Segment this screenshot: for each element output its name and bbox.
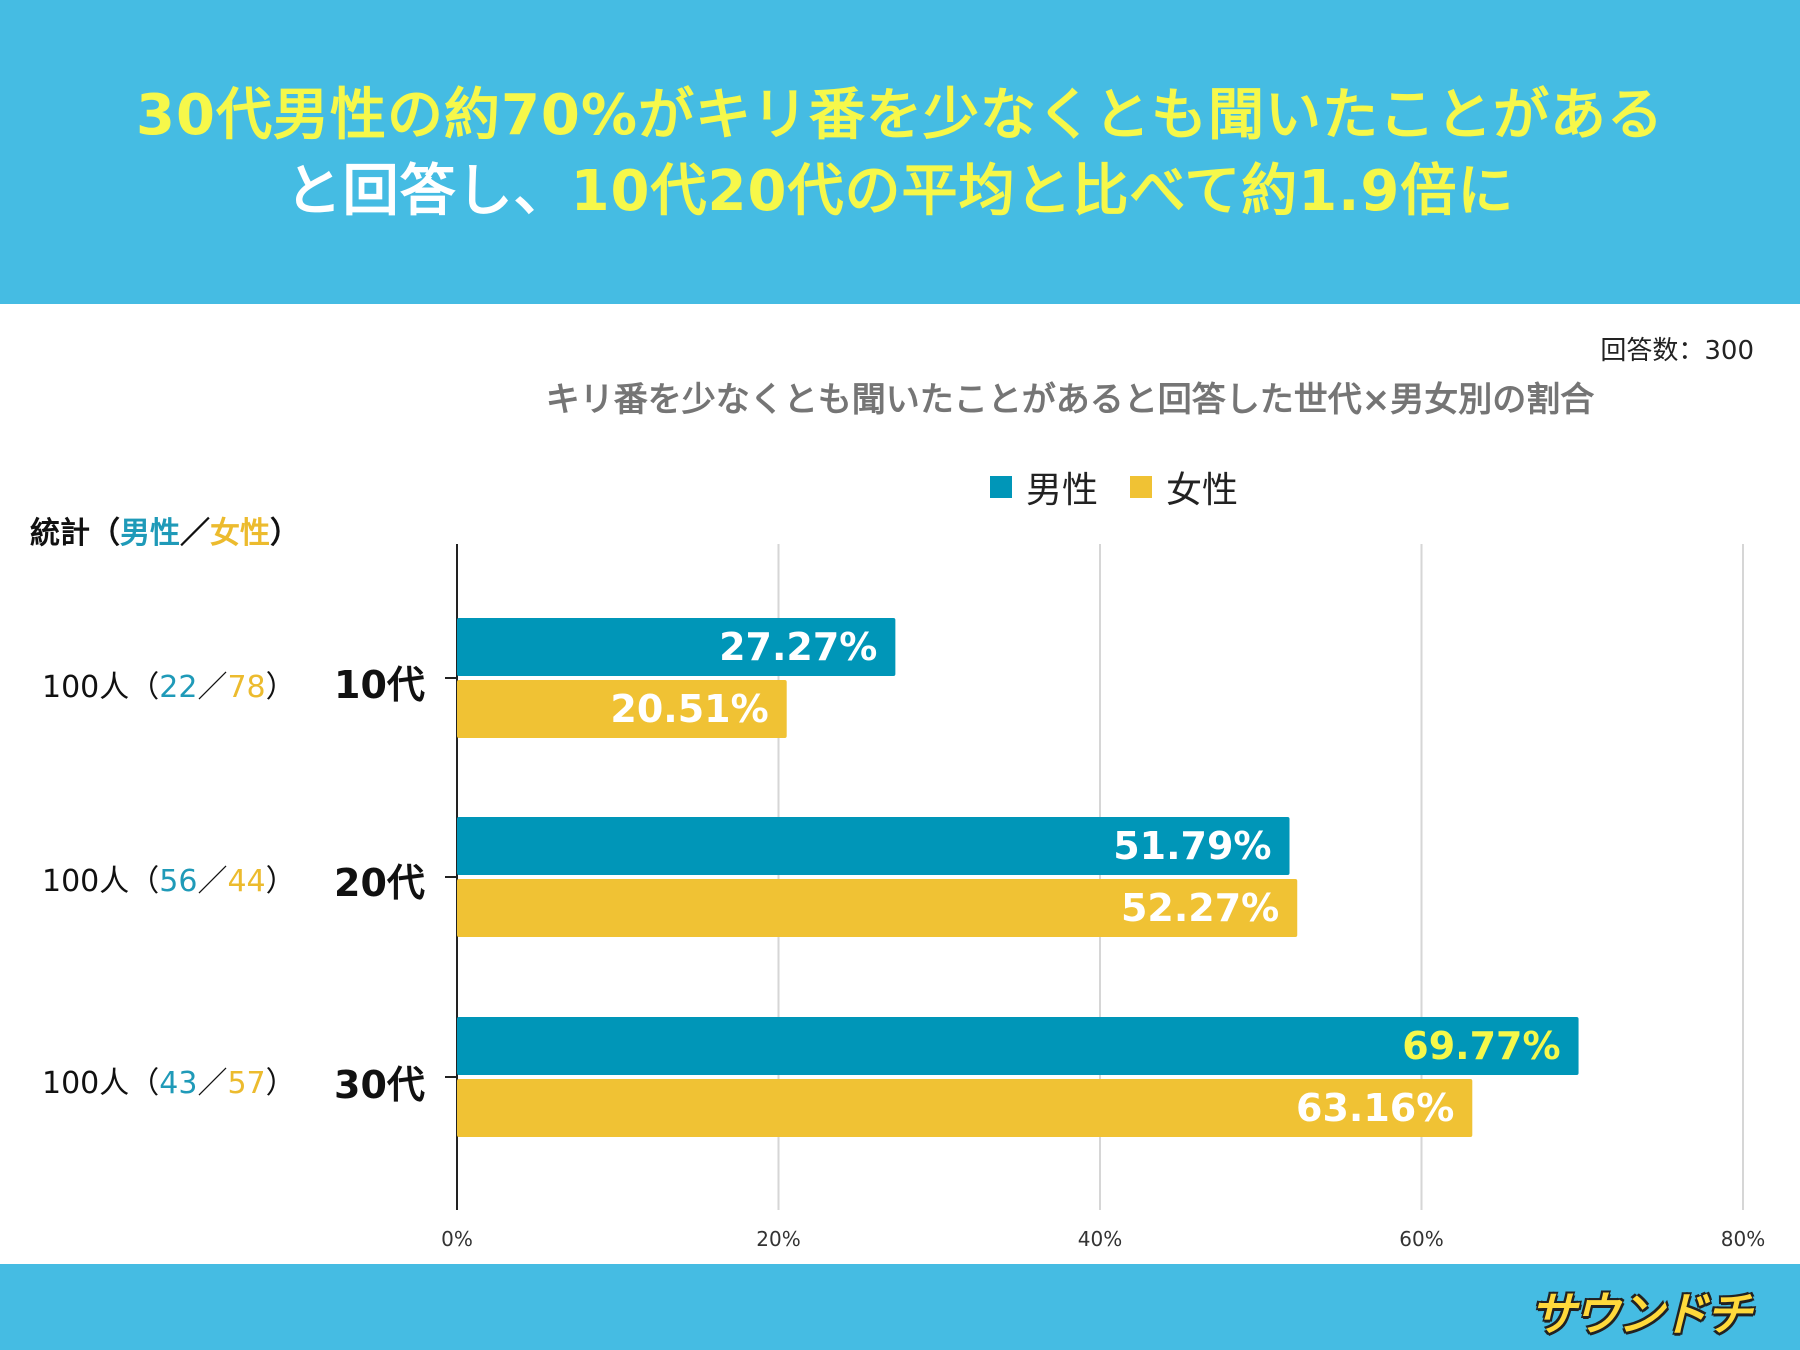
header-banner: 30代男性の約70%がキリ番を少なくとも聞いたことがある と回答し、10代20代… [0,0,1800,304]
stat-sep: ／ [197,670,228,705]
bar-male [457,1017,1579,1075]
stat-male: 43 [159,1066,198,1101]
respondent-count: 回答数：300 [1600,336,1754,366]
stat-row-30s: 100人（43／57） [42,1058,296,1102]
stat-male: 56 [159,864,198,899]
x-tick-label: 40% [1078,1227,1122,1251]
data-label: 27.27% [719,625,877,669]
x-tick-label: 0% [441,1227,473,1251]
data-label: 51.79% [1113,824,1271,868]
stat-close: ） [265,864,296,899]
chart-title: キリ番を少なくとも聞いたことがあると回答した世代×男女別の割合 [545,380,1595,420]
stat-female: 78 [227,670,266,705]
x-tick-label: 20% [756,1227,800,1251]
stats-title-female: 女性 [210,516,270,551]
stats-title-suffix: ） [270,516,300,551]
bar-female [457,1079,1473,1137]
x-tick-label: 60% [1399,1227,1443,1251]
bar-male [457,618,896,676]
data-label: 52.27% [1121,886,1279,930]
stat-total: 100人（ [42,670,160,705]
stats-title-prefix: 統計（ [30,516,120,551]
stat-row-10s: 100人（22／78） [42,662,296,706]
brand-logo: サウンドチ [1530,1287,1752,1341]
legend-item-male: 男性 [990,461,1098,513]
legend-swatch-male [990,476,1012,498]
x-tick-label: 80% [1721,1227,1765,1251]
data-label: 20.51% [610,687,768,731]
headline-line-2-prefix: と回答し、 [285,159,571,224]
stat-sep: ／ [197,1066,228,1101]
bar-chart: 0% 20% 40% 60% 80% 27.27% 20.51% 51.79% 52.27% 69… [441,544,1765,1251]
category-label-30s: 30代 [334,1063,425,1107]
stats-title-sep: ／ [180,516,210,551]
stat-female: 44 [227,864,266,899]
stat-close: ） [265,1066,296,1101]
category-label-20s: 20代 [334,861,425,905]
stat-female: 57 [227,1066,266,1101]
legend-label-female: 女性 [1166,470,1239,511]
stat-total: 100人（ [42,864,160,899]
stat-close: ） [265,670,296,705]
bar-male [457,817,1290,875]
data-label: 63.16% [1296,1086,1454,1130]
chart-legend: 男性 女性 [990,465,1270,511]
headline-line-2: と回答し、10代20代の平均と比べて約1.9倍に [0,154,1800,230]
stat-male: 22 [159,670,198,705]
stats-title: 統計（男性／女性） [30,508,300,552]
headline-line-1: 30代男性の約70%がキリ番を少なくとも聞いたことがある [136,83,1664,148]
legend-swatch-female [1130,476,1153,498]
headline-line-2-main: 10代20代の平均と比べて約1.9倍に [570,159,1515,224]
footer-banner: サウンドチ [0,1264,1800,1350]
bar-female [457,680,787,738]
stat-total: 100人（ [42,1066,160,1101]
legend-item-female: 女性 [1130,461,1238,513]
category-label-10s: 10代 [334,663,425,707]
legend-label-male: 男性 [1026,470,1099,511]
stat-sep: ／ [197,864,228,899]
stat-row-20s: 100人（56／44） [42,856,296,900]
bar-female [457,879,1298,937]
data-label: 69.77% [1402,1024,1560,1068]
stats-title-male: 男性 [120,516,180,551]
